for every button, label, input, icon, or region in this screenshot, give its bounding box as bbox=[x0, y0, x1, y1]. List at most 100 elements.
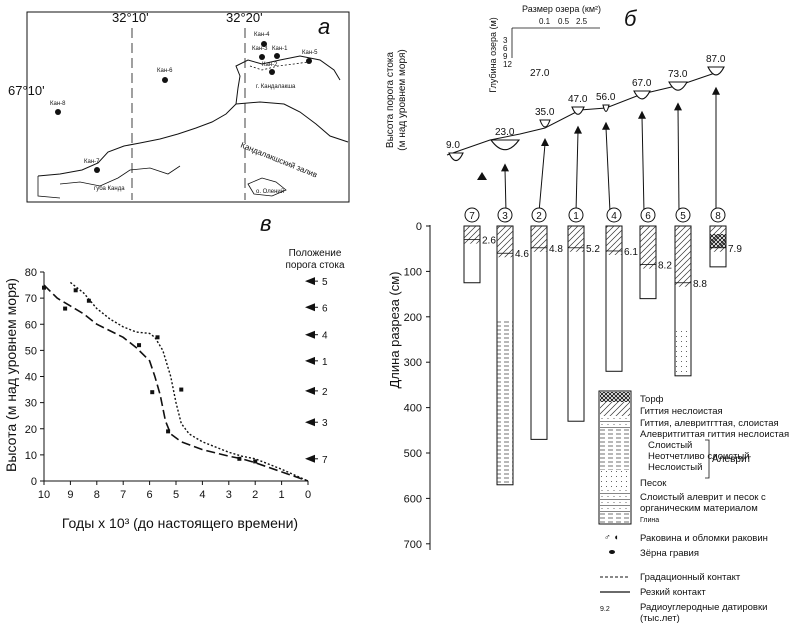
svg-text:9: 9 bbox=[503, 52, 508, 61]
svg-text:6: 6 bbox=[503, 44, 508, 53]
data-point bbox=[73, 288, 78, 293]
lake-arrow bbox=[712, 86, 720, 95]
core-1: 15.2 bbox=[567, 207, 600, 422]
data-point bbox=[150, 390, 155, 395]
core-gyttja-layer bbox=[531, 226, 547, 252]
threshold-label: 6 bbox=[322, 303, 328, 314]
core-id-circle bbox=[710, 207, 726, 223]
data-point bbox=[166, 429, 171, 434]
data-point bbox=[63, 306, 68, 311]
svg-text:12: 12 bbox=[503, 60, 512, 69]
threshold-label: 7 bbox=[322, 455, 328, 466]
depth-tick-label: 0 bbox=[416, 221, 422, 233]
y-tick-label: 60 bbox=[25, 319, 37, 331]
core-gyttja-layer bbox=[640, 226, 656, 269]
y-tick-label: 0 bbox=[31, 476, 37, 488]
legend-swatch-peat bbox=[600, 392, 630, 402]
river-shore bbox=[235, 101, 349, 143]
y-tick-label: 30 bbox=[25, 398, 37, 410]
latitude-label: 67°10' bbox=[8, 83, 45, 98]
legend-organic-2: органическим материалом bbox=[640, 503, 758, 514]
x-tick-label: 2 bbox=[252, 489, 258, 501]
coastline bbox=[37, 55, 341, 177]
y-tick-label: 70 bbox=[25, 293, 37, 305]
y-tick-label: 40 bbox=[25, 372, 37, 384]
data-point bbox=[86, 298, 91, 303]
svg-text:Кан-5: Кан-5 bbox=[302, 50, 318, 56]
core-gyttja-layer bbox=[606, 226, 622, 255]
threshold-label: 1 bbox=[322, 357, 328, 368]
depth-tick-label: 700 bbox=[404, 539, 422, 551]
legend-layered: Слоистый bbox=[648, 440, 692, 451]
core-depth-ticks: 0 100 200 300 400 500 600 700 bbox=[404, 221, 430, 551]
lake-link-line bbox=[641, 116, 645, 213]
map-frame bbox=[26, 11, 350, 203]
svg-text:0.5: 0.5 bbox=[558, 17, 570, 26]
lake-threshold-label: 9.0 bbox=[446, 140, 460, 151]
threshold-title-1: Положение bbox=[289, 248, 342, 259]
x-tick-label: 3 bbox=[226, 489, 232, 501]
lake-basin bbox=[489, 139, 521, 151]
legend-shells: Раковина и обломки раковин bbox=[640, 533, 768, 544]
x-tick-label: 4 bbox=[199, 489, 205, 501]
chart-ylabel: Высота (м над уровнем моря) bbox=[3, 278, 19, 472]
site-kan6: Кан-6 bbox=[157, 68, 173, 83]
lake-basin bbox=[539, 119, 551, 128]
legend-indistinct: Неотчетливо слоистый bbox=[648, 451, 750, 462]
lake-link-line bbox=[575, 131, 579, 213]
legend-gravel: Зёрна гравия bbox=[640, 548, 699, 559]
lake-basin bbox=[602, 104, 610, 112]
legend-silty-gyttja: Алевритгиттая гиттия неслоистая bbox=[640, 429, 789, 440]
y-tick-label: 10 bbox=[25, 450, 37, 462]
core-id-circle bbox=[531, 207, 547, 223]
lake-arrow bbox=[501, 163, 509, 172]
depth-tick-label: 600 bbox=[404, 493, 422, 505]
site-kan5: Кан-5 bbox=[302, 50, 318, 64]
series-dotted bbox=[69, 281, 309, 482]
legend-date-icon: 9.2 bbox=[600, 606, 610, 613]
island-label: о. Олений bbox=[256, 188, 284, 195]
svg-text:Кан-7: Кан-7 bbox=[84, 159, 100, 165]
legend-swatch-sand bbox=[600, 470, 630, 488]
lake-link-line bbox=[504, 169, 507, 213]
bay-shore bbox=[59, 165, 181, 187]
lake-arrow bbox=[574, 125, 582, 134]
lake-arrow bbox=[674, 102, 682, 111]
legend-gyttja-silt: Гиттия, алевритгттая, слоистая bbox=[640, 418, 779, 429]
core-id: 2 bbox=[536, 211, 542, 222]
legend-nonlayered: Неслоистый bbox=[648, 462, 702, 473]
svg-text:Кан-3: Кан-3 bbox=[252, 46, 268, 52]
y-tick-label: 20 bbox=[25, 424, 37, 436]
data-point bbox=[253, 459, 258, 464]
depth-tick-label: 100 bbox=[404, 266, 422, 278]
core-4: 46.1 bbox=[605, 207, 638, 372]
core-id-circle bbox=[675, 207, 691, 223]
lake-threshold-label: 67.0 bbox=[632, 78, 652, 89]
core-date-label: 8.2 bbox=[658, 261, 672, 272]
depth-tick-label: 200 bbox=[404, 312, 422, 324]
core-id-circle bbox=[497, 207, 513, 223]
x-tick-label: 6 bbox=[147, 489, 153, 501]
lake-arrow bbox=[638, 110, 646, 119]
core-column bbox=[567, 225, 585, 422]
legend-swatch-silty-gyttja bbox=[600, 428, 630, 440]
threshold-arrow bbox=[305, 386, 315, 395]
threshold-label: 4 bbox=[322, 331, 328, 342]
core-id: 1 bbox=[573, 211, 579, 222]
lake-threshold-label: 23.0 bbox=[495, 127, 515, 138]
core-id: 5 bbox=[680, 211, 686, 222]
threshold-label: 3 bbox=[322, 418, 328, 429]
panel-label-b: б bbox=[624, 6, 638, 31]
core-date-label: 7.9 bbox=[728, 244, 742, 255]
legend-gyttja: Гиттия неслоистая bbox=[640, 406, 723, 417]
lake-link-line bbox=[605, 127, 611, 213]
site-kan1: Кан-1 bbox=[272, 46, 288, 59]
legend-swatch-clay bbox=[600, 512, 630, 524]
data-point bbox=[42, 285, 46, 290]
x-tick-label: 10 bbox=[38, 489, 50, 501]
threshold-ylabel-1: Высота порога стока bbox=[385, 51, 396, 148]
core-date-label: 8.8 bbox=[693, 279, 707, 290]
x-tick-label: 5 bbox=[173, 489, 179, 501]
